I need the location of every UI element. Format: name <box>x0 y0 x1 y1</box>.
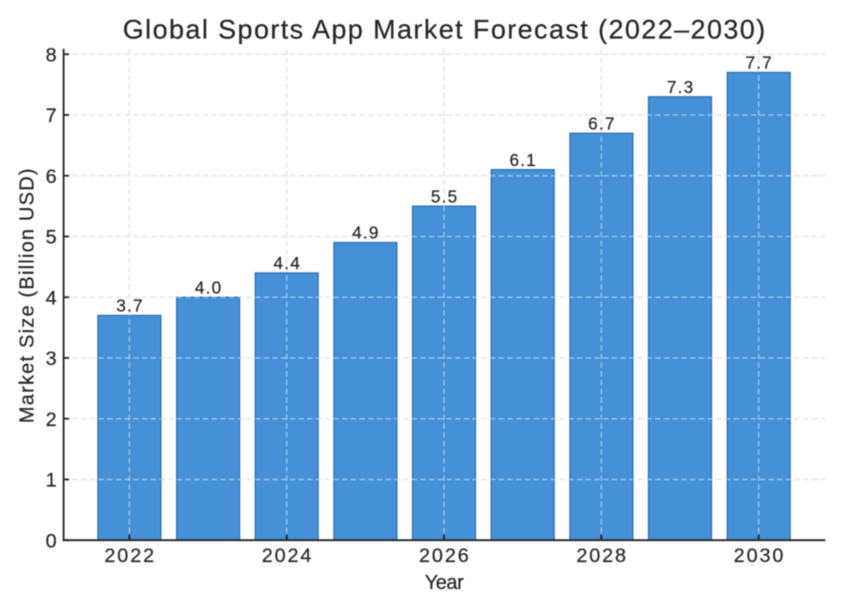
svg-text:2: 2 <box>46 409 57 431</box>
svg-text:4: 4 <box>46 287 57 309</box>
svg-text:6: 6 <box>46 166 57 188</box>
svg-text:2022: 2022 <box>104 545 156 567</box>
svg-text:6.7: 6.7 <box>588 113 616 133</box>
svg-text:4.9: 4.9 <box>352 223 380 243</box>
svg-text:6.1: 6.1 <box>509 150 537 170</box>
svg-text:Market Size (Billion USD): Market Size (Billion USD) <box>17 167 39 423</box>
svg-text:0: 0 <box>46 530 57 552</box>
svg-text:7: 7 <box>46 105 57 127</box>
svg-text:7.7: 7.7 <box>745 53 773 73</box>
svg-text:Global Sports App Market Forec: Global Sports App Market Forecast (2022–… <box>123 15 767 45</box>
svg-text:5: 5 <box>46 227 57 249</box>
svg-text:7.3: 7.3 <box>667 77 695 97</box>
svg-text:3.7: 3.7 <box>116 296 144 316</box>
svg-text:1: 1 <box>46 470 57 492</box>
svg-text:Year: Year <box>425 572 464 594</box>
svg-text:2028: 2028 <box>576 545 628 567</box>
svg-text:8: 8 <box>46 44 57 66</box>
svg-text:3: 3 <box>46 348 57 370</box>
svg-text:4.4: 4.4 <box>274 253 302 273</box>
svg-text:2030: 2030 <box>734 545 786 567</box>
svg-text:4.0: 4.0 <box>195 277 223 297</box>
svg-text:5.5: 5.5 <box>431 186 459 206</box>
svg-text:2024: 2024 <box>262 545 314 567</box>
svg-text:2026: 2026 <box>419 545 471 567</box>
